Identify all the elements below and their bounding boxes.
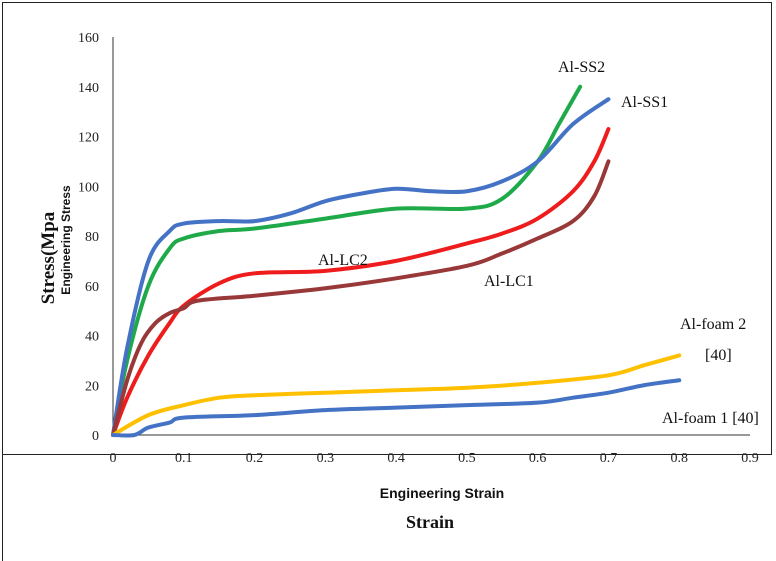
- series-line-al-foam-2-40: [111, 353, 682, 437]
- tick-labels: 0 0.1 0.2 0.3 0.4 0.5 0.6 0.7 0.8 0.9 0 20 40 60 80 100…: [78, 31, 759, 466]
- x-axis-label: Engineering Strain: [380, 485, 504, 501]
- series-labels: Al-SS2 Al-SS1 Al-LC2 Al-LC1 Al-foam 2 [40] Al-…: [318, 59, 759, 427]
- y-tick-label: 160: [78, 31, 99, 46]
- x-tick-label: 0.7: [600, 451, 618, 466]
- series-label-al-ss2: Al-SS2: [558, 59, 605, 76]
- series-label-al-lc1: Al-LC1: [484, 273, 534, 290]
- x-tick-label: 0.8: [670, 451, 688, 466]
- series-label-al-lc2: Al-LC2: [318, 252, 368, 269]
- x-tick-label: 0: [110, 451, 117, 466]
- x-tick-label: 0.4: [387, 451, 405, 466]
- y-axis-label-secondary: Engineering Stress: [59, 185, 73, 295]
- series-line-al-foam-1-40: [111, 378, 682, 438]
- series-lines: [111, 84, 682, 438]
- x-tick-label: 0.1: [175, 451, 193, 466]
- x-tick-label: 0.3: [317, 451, 335, 466]
- x-tick-label: 0.6: [529, 451, 547, 466]
- series-label-al-foam-2-40: [40]: [705, 347, 732, 364]
- axes: [112, 37, 750, 436]
- y-tick-label: 140: [78, 81, 99, 96]
- y-tick-label: 40: [85, 330, 99, 345]
- y-tick-label: 60: [85, 280, 99, 295]
- chart-frame: [2, 2, 772, 455]
- series-line-al-lc1: [111, 159, 611, 437]
- y-tick-label: 20: [85, 379, 99, 394]
- series-label-al-ss1: Al-SS1: [621, 94, 668, 111]
- y-tick-label: 120: [78, 131, 99, 146]
- series-line-al-ss1: [111, 97, 611, 437]
- y-tick-label: 0: [92, 429, 99, 444]
- y-axis-label: Stress(Mpa: [38, 211, 59, 304]
- y-tick-label: 80: [85, 230, 99, 245]
- x-tick-label: 0.5: [458, 451, 476, 466]
- series-line-al-lc2: [111, 127, 611, 437]
- series-label-al-foam-1-40: Al-foam 1 [40]: [662, 410, 759, 427]
- x-axis-label-secondary: Strain: [406, 512, 454, 532]
- frame-extension-line: [2, 455, 3, 561]
- x-tick-label: 0.9: [741, 451, 759, 466]
- x-tick-label: 0.2: [246, 451, 264, 466]
- series-label-al-foam-2-40: Al-foam 2: [680, 316, 746, 333]
- series-line-al-ss2: [111, 84, 583, 437]
- y-tick-label: 100: [78, 180, 99, 195]
